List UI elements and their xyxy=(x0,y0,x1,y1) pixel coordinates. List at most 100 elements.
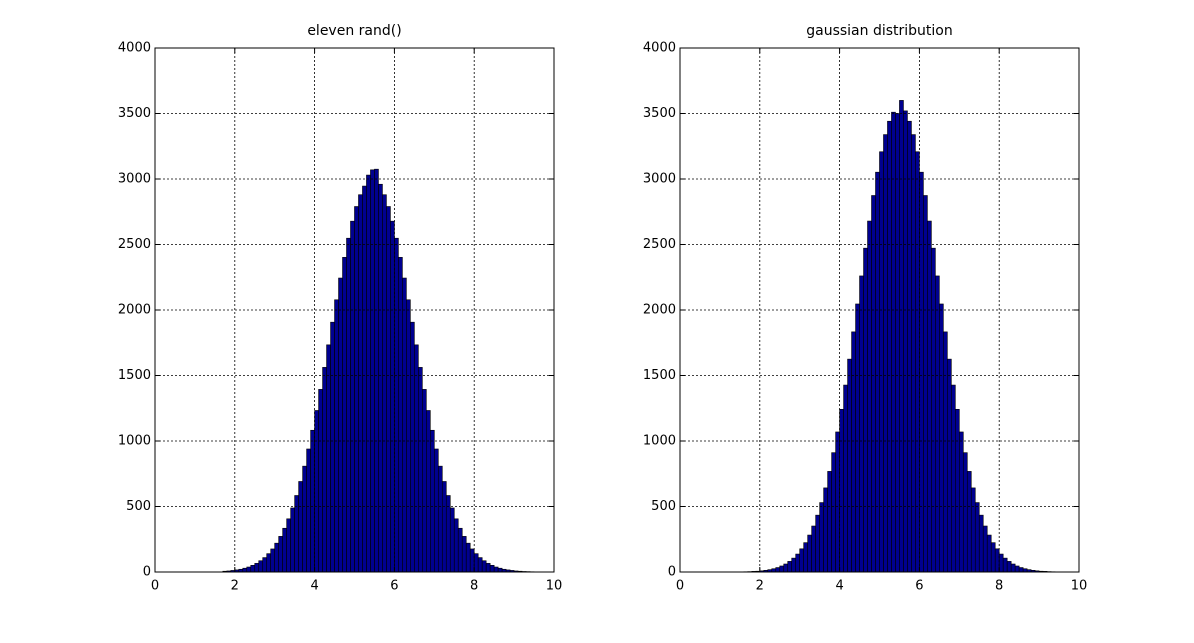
x-tick-label: 8 xyxy=(995,579,1003,594)
y-tick-label: 3000 xyxy=(643,172,676,187)
histogram-bar xyxy=(314,410,319,573)
histogram-bar xyxy=(358,194,363,573)
y-tick-label: 2500 xyxy=(118,237,151,252)
y-tick-label: 3500 xyxy=(643,106,676,121)
histogram-bar xyxy=(318,389,323,573)
histogram-bar xyxy=(939,303,944,573)
histogram-bar xyxy=(274,542,279,573)
histogram-bar xyxy=(891,111,896,573)
histogram-bar xyxy=(1010,563,1016,573)
histogram-bar xyxy=(346,237,351,573)
histogram-bar xyxy=(306,448,311,573)
histogram-bar xyxy=(414,344,419,573)
histogram-bar xyxy=(258,560,264,573)
histogram-bar xyxy=(422,389,427,573)
histogram-bar xyxy=(970,487,976,573)
x-tick-label: 10 xyxy=(1071,579,1088,594)
histogram-bar xyxy=(775,567,781,573)
histogram-bar xyxy=(282,527,287,573)
x-tick-label: 2 xyxy=(231,579,239,594)
y-tick-label: 2500 xyxy=(643,237,676,252)
histogram-bar xyxy=(978,514,984,573)
histogram-bar xyxy=(453,518,459,573)
histogram-bar xyxy=(915,151,920,573)
histogram-bar xyxy=(923,195,928,573)
x-tick-label: 6 xyxy=(915,579,923,594)
y-tick-label: 1000 xyxy=(643,434,676,449)
histogram-bar xyxy=(338,277,343,573)
histogram-bar xyxy=(990,542,996,573)
histogram-bar xyxy=(875,171,880,573)
histogram-bar xyxy=(310,429,315,573)
y-tick-label: 0 xyxy=(668,565,676,580)
y-tick-label: 4000 xyxy=(643,41,676,56)
histogram-bar xyxy=(406,299,411,573)
histogram-bar xyxy=(322,367,327,573)
histogram-bar xyxy=(931,247,936,573)
histogram-bar xyxy=(430,429,435,573)
x-tick-label: 4 xyxy=(310,579,318,594)
histogram-bar xyxy=(791,557,797,573)
histogram-bar xyxy=(787,561,793,573)
histogram-bar xyxy=(342,257,347,573)
histogram-bar xyxy=(847,358,852,573)
histogram-bar xyxy=(807,534,812,573)
histogram-bar xyxy=(394,237,399,573)
histogram-bar xyxy=(290,507,295,573)
histogram-bar xyxy=(374,168,379,573)
histogram-bar xyxy=(410,321,415,573)
histogram-bar xyxy=(819,502,824,573)
histogram-bar xyxy=(449,507,455,573)
histogram-bar xyxy=(461,536,467,573)
histogram-bar xyxy=(811,525,816,573)
histogram-bar xyxy=(477,557,483,573)
histogram-bar xyxy=(445,495,451,573)
y-tick-label: 2000 xyxy=(118,303,151,318)
histogram-bar xyxy=(799,548,804,573)
histogram-bar xyxy=(382,194,387,573)
histogram-bar xyxy=(250,565,256,573)
histogram-bar xyxy=(887,120,892,573)
histogram-bar xyxy=(974,502,980,573)
histogram-bar xyxy=(493,566,499,573)
histogram-bar xyxy=(835,431,840,573)
histogram-bar xyxy=(827,471,832,573)
histogram-bar xyxy=(390,220,395,573)
x-tick-label: 10 xyxy=(546,579,563,594)
histogram-bar xyxy=(907,120,912,573)
histogram-bar xyxy=(1006,561,1012,573)
histogram-bar xyxy=(270,548,275,573)
histogram-bar xyxy=(433,448,439,573)
x-tick-label: 0 xyxy=(151,579,159,594)
histogram-bar xyxy=(783,563,789,573)
histogram-bar xyxy=(919,171,924,573)
histogram-bar xyxy=(899,100,904,573)
histogram-bar xyxy=(839,408,844,573)
histogram-bar xyxy=(298,481,303,573)
histogram-bar xyxy=(958,431,964,573)
y-tick-label: 500 xyxy=(651,499,676,514)
histogram-bar xyxy=(895,113,900,573)
y-tick-label: 1500 xyxy=(118,368,151,383)
histogram-bar xyxy=(903,110,908,573)
histogram-bar xyxy=(935,275,940,573)
y-tick-label: 1500 xyxy=(643,368,676,383)
histogram-bar xyxy=(330,321,335,573)
histogram-bar xyxy=(469,548,475,573)
histogram-bar xyxy=(879,151,884,573)
x-tick-label: 2 xyxy=(756,579,764,594)
histogram-bar xyxy=(795,553,801,573)
histogram-bar xyxy=(286,518,291,573)
histogram-bar xyxy=(378,183,383,573)
histogram-bar xyxy=(485,563,491,573)
x-tick-label: 4 xyxy=(835,579,843,594)
histogram-bar xyxy=(831,452,836,573)
y-tick-label: 2000 xyxy=(643,303,676,318)
histogram-bar xyxy=(815,514,820,573)
histogram-bar xyxy=(354,206,359,573)
histogram-bar xyxy=(370,169,375,573)
y-tick-label: 4000 xyxy=(118,41,151,56)
y-tick-label: 3000 xyxy=(118,172,151,187)
histogram-bar xyxy=(803,542,808,573)
